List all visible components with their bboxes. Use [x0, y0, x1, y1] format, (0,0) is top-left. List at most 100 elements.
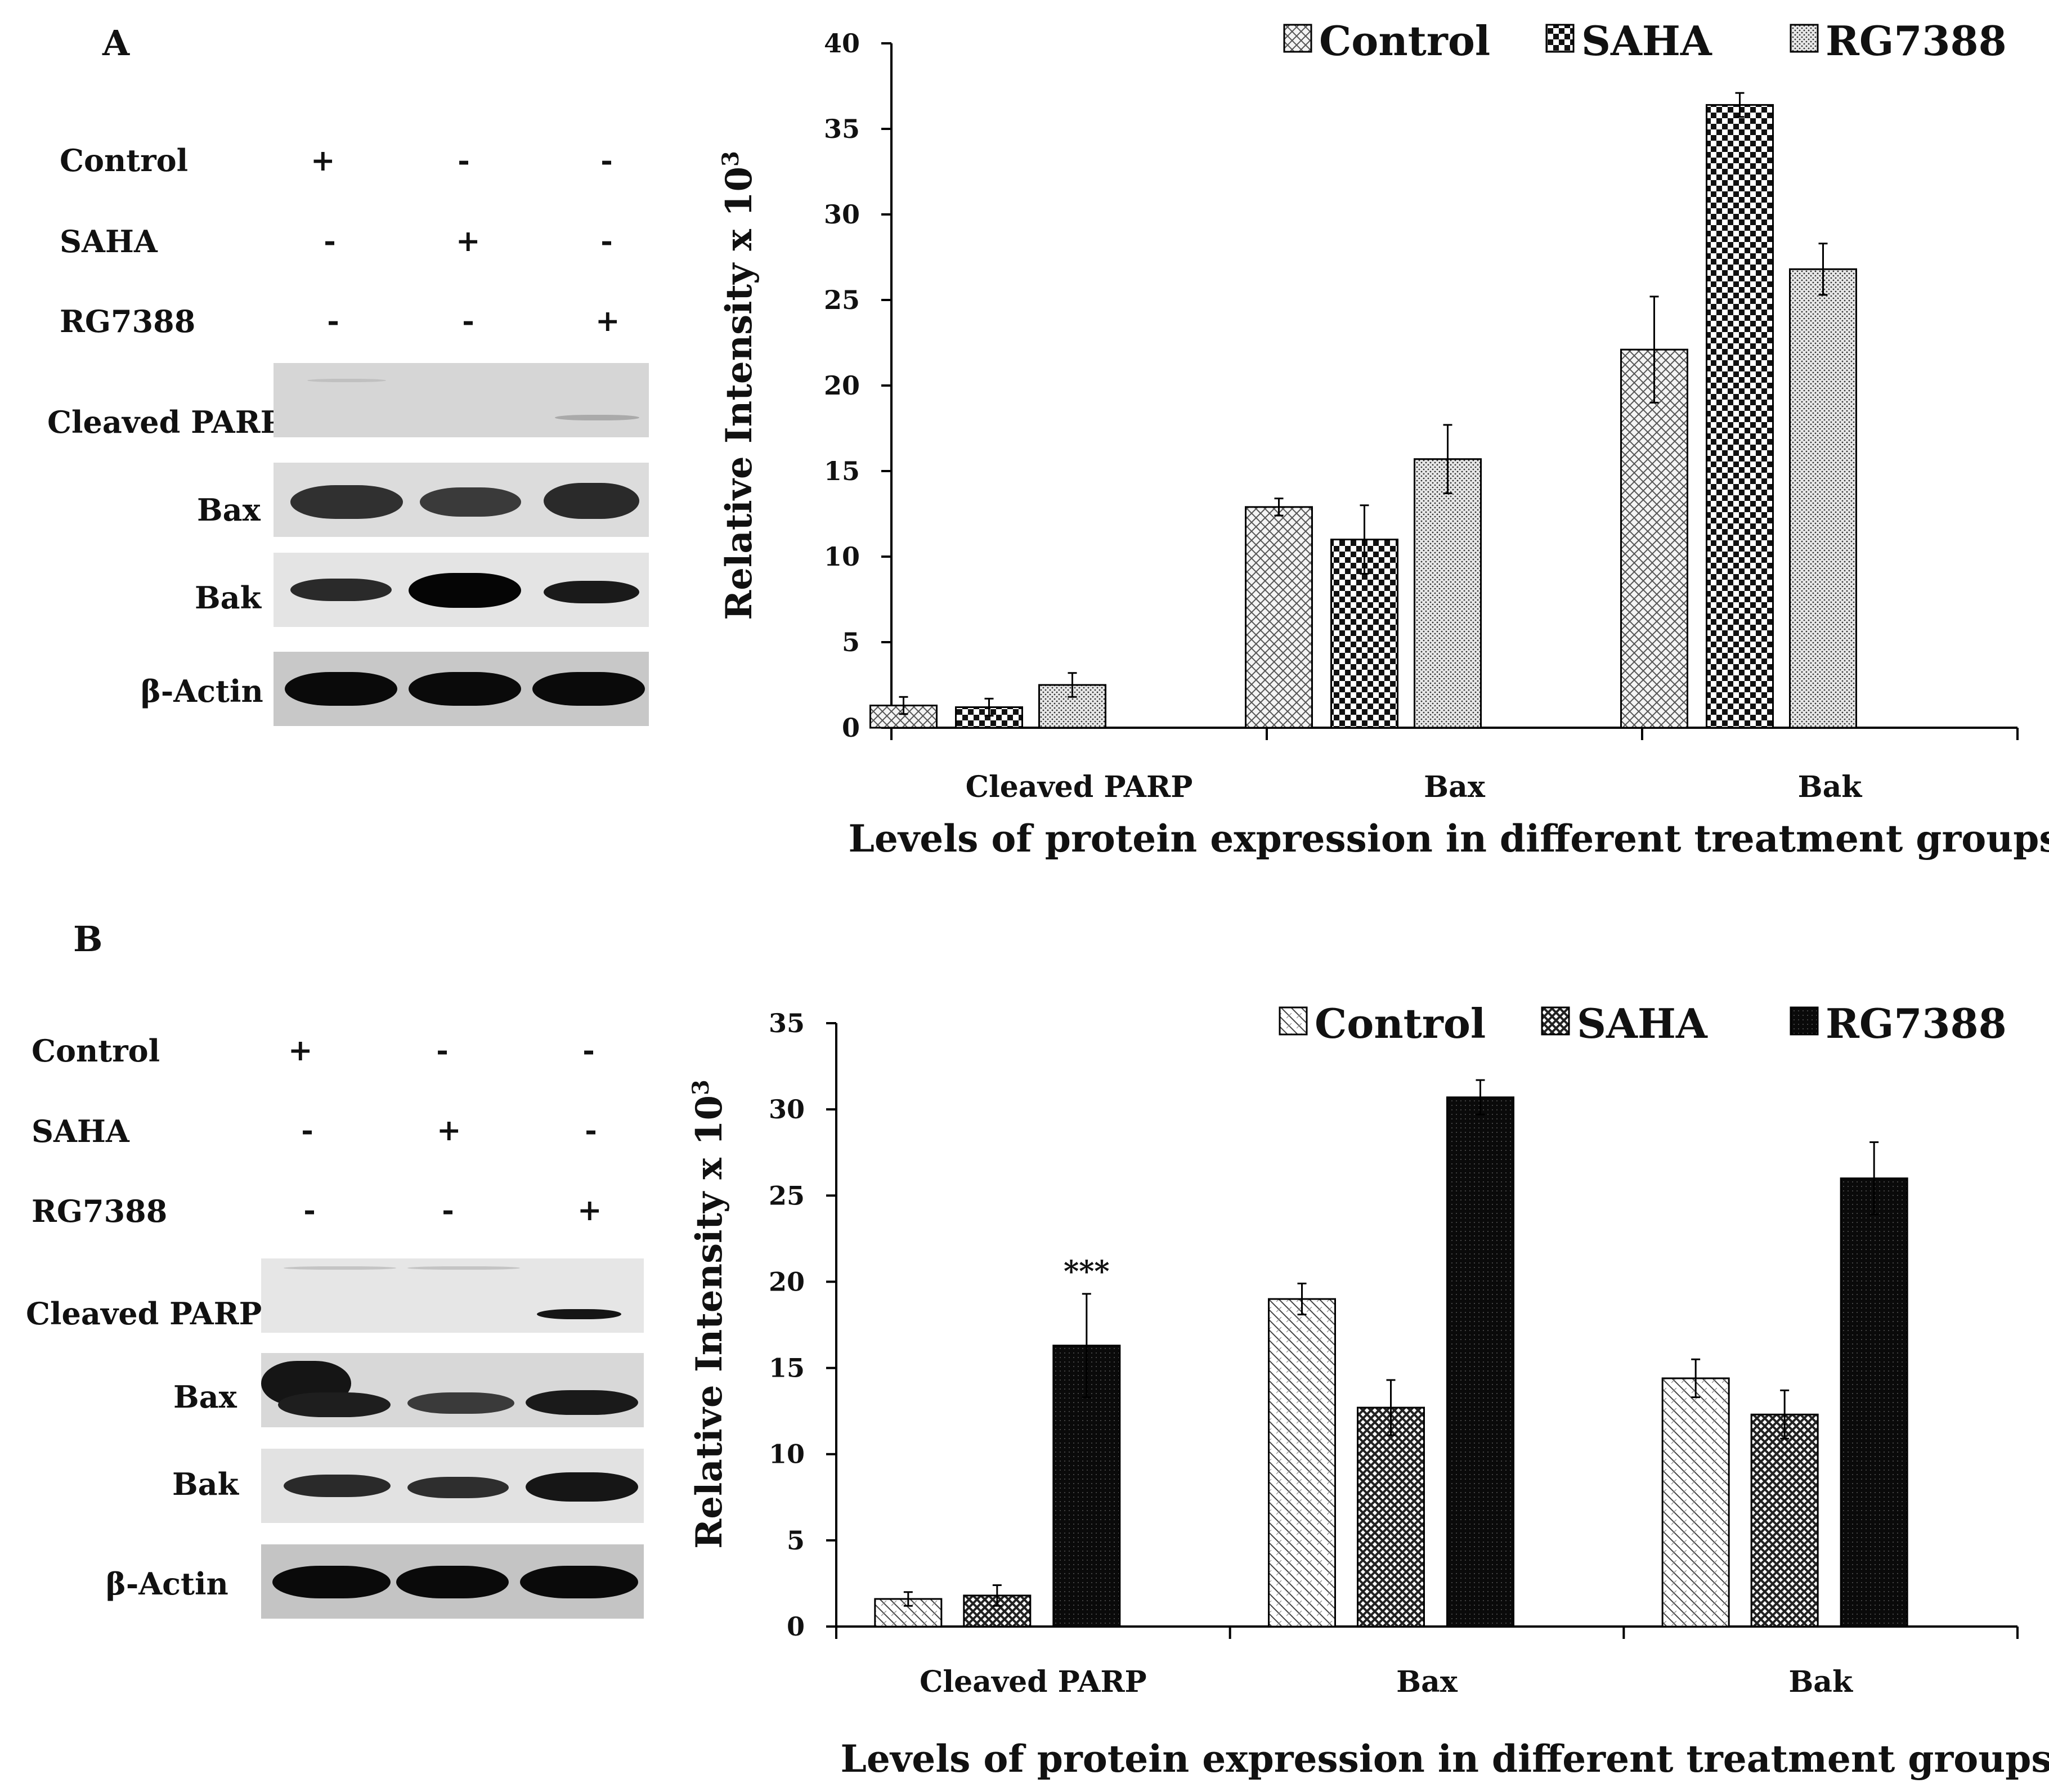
panel-b-blot-cleaved-parp — [261, 1258, 644, 1333]
blot-band — [532, 672, 645, 706]
panel-b-sign: - — [303, 1193, 316, 1227]
blot-band — [407, 1266, 520, 1270]
blot-band — [290, 579, 392, 601]
panel-b-blot-label-bak: Bak — [172, 1466, 239, 1502]
chart-b-y-tick-label: 5 — [787, 1525, 805, 1556]
blot-band — [544, 581, 639, 603]
panel-a-blot-bax — [274, 463, 649, 537]
panel-a-sign: + — [456, 224, 481, 258]
chart-a-y-tick-label: 40 — [824, 28, 860, 59]
blot-band — [526, 1390, 638, 1415]
panel-a-sign: + — [595, 304, 620, 338]
chart-a-y-tick-label: 15 — [824, 456, 860, 486]
blot-band — [272, 1566, 391, 1598]
blot-band — [285, 672, 397, 706]
panel-a-blot-label-cleaved-parp: Cleaved PARP — [47, 404, 284, 440]
chart-a-legend-label-control: Control — [1319, 17, 1490, 65]
chart-b-x-axis-title: Levels of protein expression in differen… — [840, 1737, 2049, 1781]
panel-a-blot-label-bak: Bak — [195, 580, 262, 616]
chart-a-y-tick-label: 35 — [824, 114, 860, 144]
panel-a-treatment-label-saha: SAHA — [60, 223, 158, 259]
chart-a-x-axis-title: Levels of protein expression in differen… — [848, 817, 2049, 861]
blot-band — [537, 1309, 621, 1319]
chart-b-category-label: Cleaved PARP — [920, 1665, 1147, 1699]
panel-a-sign: - — [324, 224, 336, 258]
panel-a-letter: A — [102, 23, 130, 64]
panel-a-blot-cleaved-parp — [274, 363, 649, 437]
blot-band — [396, 1566, 509, 1598]
panel-a-treatment-label-control: Control — [60, 142, 189, 178]
panel-b-blot-label-actin: β-Actin — [106, 1566, 228, 1602]
chart-b-y-tick-label: 30 — [769, 1094, 805, 1125]
chart-b-bar-saha-2 — [1750, 1413, 1819, 1628]
panel-a-sign: - — [458, 144, 470, 178]
blot-band — [278, 1392, 391, 1417]
panel-b-treatment-label-control: Control — [32, 1033, 160, 1069]
blot-band — [526, 1472, 638, 1502]
chart-b-y-tick-label: 35 — [769, 1008, 805, 1038]
chart-b-y-tick-label: 15 — [769, 1353, 805, 1383]
panel-a-treatment-label-rg7388: RG7388 — [60, 303, 196, 339]
panel-b-sign: - — [436, 1033, 449, 1068]
chart-a-y-tick-label: 0 — [842, 713, 860, 743]
panel-b-blot-bak — [261, 1449, 644, 1523]
blot-band — [409, 672, 521, 706]
chart-a-y-tick-label: 20 — [824, 370, 860, 401]
panel-a-sign: - — [600, 224, 613, 258]
chart-b-legend-label-control: Control — [1315, 1000, 1486, 1047]
panel-b-sign: - — [442, 1193, 454, 1227]
chart-a-legend-swatch-control — [1283, 24, 1312, 53]
chart-b-y-tick-label: 25 — [769, 1180, 805, 1211]
panel-a-sign: + — [311, 144, 335, 178]
chart-a-y-tick-label: 30 — [824, 199, 860, 230]
blot-band — [555, 415, 639, 420]
chart-b-y-tick-label: 10 — [769, 1439, 805, 1470]
chart-a-legend-swatch-rg7388 — [1790, 24, 1819, 53]
chart-a-y-tick-label: 5 — [842, 627, 860, 657]
chart-b-legend-label-saha: SAHA — [1577, 1000, 1708, 1047]
panel-b-blot-actin — [261, 1544, 644, 1619]
chart-b-y-axis-title-superscript: 3 — [688, 1079, 714, 1095]
chart-a-legend-label-saha: SAHA — [1581, 17, 1712, 65]
chart-b-bar-rg7388-2 — [1840, 1177, 1908, 1628]
panel-a-sign: - — [462, 304, 474, 338]
chart-a-bar-saha-2 — [1706, 104, 1774, 729]
chart-a-bar-control-2 — [1620, 348, 1688, 729]
panel-b-treatment-label-rg7388: RG7388 — [32, 1193, 168, 1229]
chart-a-bar-control-1 — [1245, 506, 1313, 729]
chart-b-y-tick-label: 0 — [787, 1611, 805, 1642]
chart-a-y-axis-title-superscript: 3 — [718, 151, 744, 167]
blot-band — [284, 1475, 391, 1497]
panel-b-letter: B — [73, 919, 103, 960]
blot-band — [307, 379, 386, 382]
panel-b-blot-label-cleaved-parp: Cleaved PARP — [26, 1296, 262, 1332]
chart-a-category-label: Bax — [1424, 770, 1486, 804]
blot-band — [420, 487, 521, 517]
panel-a-blot-actin — [274, 652, 649, 726]
blot-band — [520, 1566, 638, 1598]
panel-a-blot-label-bax: Bax — [197, 492, 261, 528]
panel-b-sign: - — [585, 1113, 597, 1148]
chart-a-category-label: Cleaved PARP — [966, 770, 1193, 804]
chart-a-category-label: Bak — [1798, 770, 1863, 804]
chart-b-y-tick-label: 20 — [769, 1266, 805, 1297]
chart-b-significance-label: *** — [1064, 1255, 1110, 1289]
panel-b-sign: - — [301, 1113, 313, 1148]
chart-b-legend-swatch-saha — [1541, 1006, 1570, 1036]
chart-a-bar-rg7388-2 — [1789, 268, 1857, 729]
panel-a-sign: - — [327, 304, 339, 338]
blot-band — [407, 1477, 509, 1498]
chart-b-category-label: Bak — [1788, 1665, 1853, 1699]
panel-a-blot-bak — [274, 553, 649, 627]
blot-band — [284, 1266, 396, 1270]
panel-b-blot-bax — [261, 1353, 644, 1427]
chart-a-y-tick-label: 10 — [824, 541, 860, 572]
chart-b-legend-swatch-rg7388 — [1790, 1006, 1819, 1036]
chart-a-legend-label-rg7388: RG7388 — [1826, 17, 2007, 65]
blot-band — [407, 1392, 514, 1414]
chart-a-bar-rg7388-1 — [1414, 458, 1482, 729]
panel-b-sign: + — [437, 1113, 461, 1148]
panel-a-sign: - — [600, 144, 613, 178]
panel-a-blot-label-actin: β-Actin — [141, 673, 263, 709]
